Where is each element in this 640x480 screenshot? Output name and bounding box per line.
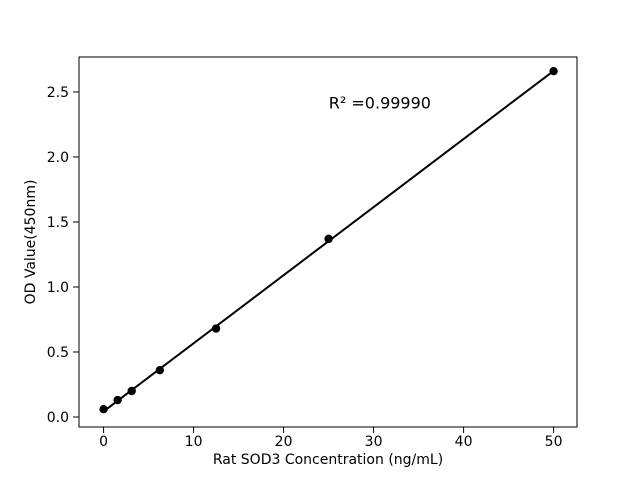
data-point <box>113 395 122 405</box>
x-tick-label: 20 <box>275 434 293 450</box>
x-tick-label: 30 <box>365 434 383 450</box>
data-point <box>127 386 136 396</box>
x-tick-label: 0 <box>99 434 108 450</box>
x-tick-label: 40 <box>455 434 473 450</box>
plot-area-border <box>78 56 578 428</box>
y-tick-label: 0.5 <box>47 345 69 361</box>
data-point <box>324 234 333 244</box>
y-axis-label: OD Value(450nm) <box>23 180 39 305</box>
y-tick-label: 2.0 <box>47 150 69 166</box>
y-tick-label: 0.0 <box>47 410 69 426</box>
data-point <box>99 404 108 414</box>
data-point <box>549 66 558 76</box>
r-squared-annotation: R² =0.99990 <box>329 93 431 112</box>
x-axis-label: Rat SOD3 Concentration (ng/mL) <box>213 452 443 468</box>
x-tick-label: 50 <box>545 434 563 450</box>
x-tick-label: 10 <box>185 434 203 450</box>
data-point <box>211 324 221 333</box>
y-tick-label: 2.5 <box>47 85 69 101</box>
y-tick-label: 1.0 <box>47 280 69 296</box>
data-point <box>155 365 165 375</box>
y-tick-label: 1.5 <box>47 215 69 231</box>
